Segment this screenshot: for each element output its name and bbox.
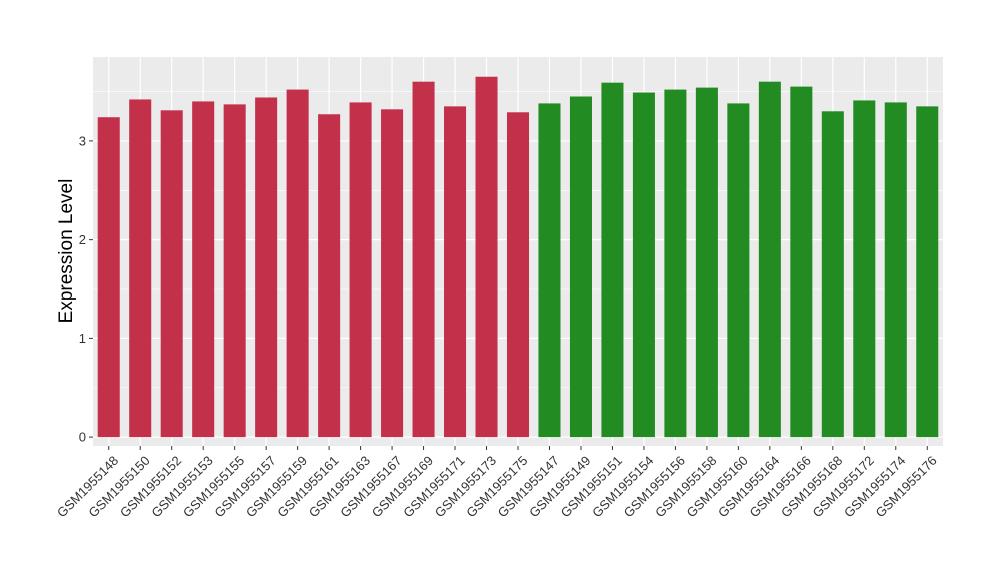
bar-GSM1955175 [506, 112, 530, 438]
x-axis-ticks: GSM1955148GSM1955150GSM1955152GSM1955153… [54, 446, 940, 520]
bar-GSM1955171 [444, 106, 467, 438]
bar-GSM1955168 [821, 111, 844, 438]
bar-GSM1955147 [538, 103, 561, 438]
bar-GSM1955169 [412, 81, 435, 438]
bar-GSM1955153 [192, 101, 215, 438]
bar-GSM1955151 [601, 82, 624, 438]
y-tick-label: 2 [79, 232, 86, 247]
bar-GSM1955176 [916, 106, 939, 438]
y-axis-title: Expression Level [56, 179, 77, 324]
bar-GSM1955157 [255, 97, 278, 438]
bars-group [97, 76, 939, 438]
bar-GSM1955174 [884, 102, 907, 438]
y-tick-label: 1 [79, 331, 86, 346]
bar-GSM1955148 [97, 117, 120, 438]
bar-GSM1955164 [758, 81, 781, 438]
bar-GSM1955154 [632, 92, 655, 438]
y-axis-ticks: 0 1 2 3 [79, 133, 93, 445]
y-tick-label: 3 [79, 133, 86, 148]
bar-GSM1955159 [286, 89, 309, 438]
bar-GSM1955167 [381, 109, 404, 438]
bar-GSM1955161 [318, 114, 341, 438]
y-tick-label: 0 [79, 430, 86, 445]
bar-GSM1955173 [475, 76, 498, 438]
bar-GSM1955172 [853, 100, 876, 438]
bar-GSM1955150 [129, 99, 152, 438]
bar-GSM1955155 [223, 104, 246, 438]
bar-GSM1955152 [160, 110, 183, 438]
bar-GSM1955166 [790, 86, 813, 438]
bar-GSM1955160 [727, 103, 750, 438]
bar-GSM1955158 [695, 87, 718, 438]
bar-GSM1955163 [349, 102, 372, 438]
bar-GSM1955156 [664, 89, 687, 438]
bar-GSM1955149 [569, 96, 592, 438]
